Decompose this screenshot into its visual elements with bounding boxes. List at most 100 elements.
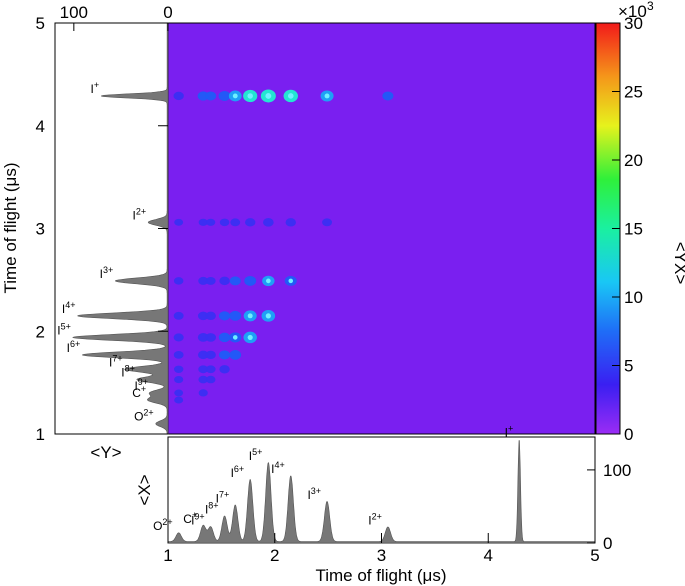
heatmap-spot: [219, 365, 230, 374]
heatmap-spot: [230, 218, 241, 227]
heatmap-spot-core: [287, 93, 294, 99]
heatmap-spot: [198, 276, 209, 285]
heatmap-spot: [218, 311, 231, 321]
y-projection-label: <Y>: [90, 443, 121, 462]
y-peak-label: I+: [90, 80, 99, 96]
y-peak-label: I3+: [100, 265, 114, 281]
heatmap-spot: [173, 277, 184, 285]
heatmap-spot: [205, 91, 217, 101]
heatmap-spot: [229, 350, 242, 360]
colorbar-ticks: 0 5 10 15 20 25 30: [612, 14, 643, 444]
heatmap-spot-core: [232, 335, 238, 340]
x-tick-label: 4: [484, 546, 493, 565]
colorbar-tick-label: 25: [624, 83, 643, 102]
heatmap-spot-core: [288, 278, 294, 284]
yproj-tick-label: 0: [163, 3, 172, 22]
xproj-tick-label: 100: [603, 461, 631, 480]
y-tick-label: 4: [36, 117, 45, 136]
y-axis: 1 2 3 4 5 0 100: [36, 3, 173, 444]
heatmap-spot: [229, 276, 241, 286]
y-peak-label: I2+: [133, 206, 147, 222]
y-peak-label: I5+: [57, 321, 71, 337]
heatmap-spot: [245, 218, 256, 227]
colorbar-tick-label: 30: [624, 14, 643, 33]
heatmap-spot-core: [247, 93, 253, 99]
heatmap-spot: [198, 365, 209, 374]
y-peak-label: I9+: [134, 377, 148, 393]
colorbar-label: <YX>: [671, 242, 685, 285]
x-tick-label: 1: [163, 546, 172, 565]
heatmap-spot: [322, 218, 333, 227]
heatmap-spot: [263, 218, 274, 227]
heatmap-spot: [205, 311, 216, 321]
y-peak-label: I6+: [67, 339, 81, 355]
heatmap-spot: [198, 389, 208, 397]
x-peak-label: I5+: [249, 447, 263, 463]
heatmap-spot: [285, 218, 296, 227]
heatmap-spot-core: [324, 93, 330, 99]
colorbar-multiplier-exp: 3: [647, 0, 654, 13]
heatmap-spot: [205, 365, 216, 374]
heatmap-spot: [173, 91, 184, 101]
heatmap-spot-core: [265, 313, 271, 319]
heatmap-spot: [218, 332, 231, 343]
heatmap-spot-core: [247, 334, 253, 340]
colorbar-tick-label: 5: [624, 357, 633, 376]
heatmap-spot: [219, 350, 231, 360]
colorbar-multiplier: ×10: [618, 2, 647, 21]
heatmap-spot: [174, 218, 184, 226]
y-peak-label: I7+: [109, 353, 123, 369]
x-projection-label: <X>: [135, 474, 154, 505]
y-projection: O2+ C+I9+I8+I7+ I6+ I5+ I4+ I3+ I2+ I+: [57, 22, 169, 435]
heatmap-spot: [173, 333, 184, 342]
y-peak-label: C+: [132, 384, 146, 400]
x-projection-frame: [167, 436, 596, 544]
colorbar-tick-label: 0: [624, 425, 633, 444]
heatmap-spot: [197, 333, 209, 342]
heatmap-spot: [205, 333, 217, 342]
y-tick-label: 5: [36, 14, 45, 33]
colorbar-tick-label: 20: [624, 151, 643, 170]
heatmap-spot-core: [265, 93, 272, 99]
heatmap-spot: [205, 375, 216, 384]
heatmap-spots: [173, 89, 394, 404]
heatmap-spot: [174, 396, 184, 404]
x-tick-label: 5: [590, 546, 599, 565]
y-tick-label: 3: [36, 220, 45, 239]
x-axis: 1 2 3 4 50 100: [163, 461, 631, 565]
heatmap-spot: [219, 218, 230, 227]
y-tick-label: 1: [36, 425, 45, 444]
heatmap-spot: [218, 90, 231, 101]
y-axis-label: Time of flight (μs): [1, 162, 20, 293]
x-peak-label: I2+: [368, 511, 382, 527]
x-peak-label: I6+: [231, 464, 245, 480]
heatmap-spot: [173, 365, 184, 373]
heatmap-spot: [219, 276, 230, 286]
xproj-tick-label: 0: [603, 534, 612, 553]
x-peak-label: O2+: [153, 517, 173, 533]
x-axis-label: Time of flight (μs): [315, 566, 446, 585]
y-peak-label: I8+: [121, 364, 135, 380]
x-peak-label: C+: [183, 510, 197, 526]
x-tick-label: 2: [270, 546, 279, 565]
heatmap-spot: [382, 91, 394, 101]
x-peak-label: I7+: [216, 489, 230, 505]
x-peak-label: I9+: [191, 511, 205, 527]
heatmap-spot: [197, 311, 209, 321]
heatmap-spot: [198, 218, 208, 226]
y-peak-label: I4+: [62, 300, 76, 316]
heatmap-spot: [174, 375, 184, 384]
heatmap-spot-core: [266, 278, 271, 284]
heatmap-spot: [174, 389, 184, 397]
heatmap-spot: [229, 310, 242, 321]
heatmap-spot: [244, 275, 257, 286]
x-peak-label: I3+: [307, 486, 321, 502]
x-peak-label: I8+: [205, 500, 219, 516]
heatmap-background: [167, 22, 596, 435]
heatmap-spot: [197, 350, 209, 360]
heatmap-spot: [205, 276, 216, 285]
yproj-tick-label: 100: [60, 3, 88, 22]
colorbar-tick-label: 10: [624, 288, 643, 307]
heatmap-spot: [173, 350, 184, 359]
